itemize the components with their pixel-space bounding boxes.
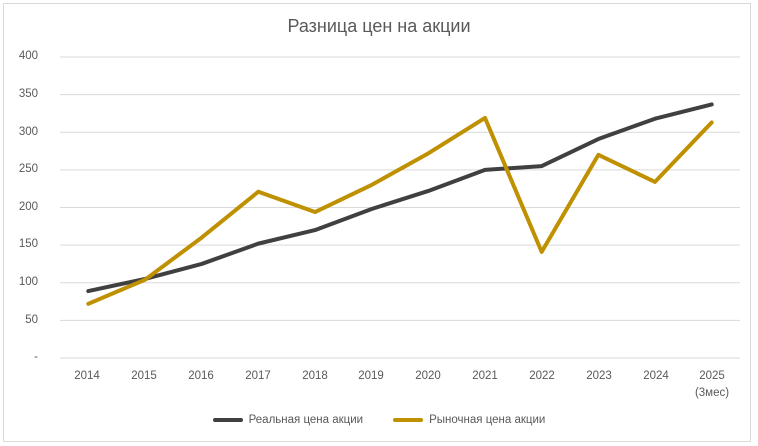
gridlines bbox=[60, 56, 740, 359]
x-tick-label: 2023 bbox=[586, 370, 612, 382]
line-market-price bbox=[86, 115, 714, 306]
y-tick-label: 200 bbox=[18, 201, 38, 213]
y-tick-label: 100 bbox=[18, 276, 38, 288]
x-tick-year: 2025 bbox=[699, 370, 725, 382]
y-tick-label: 350 bbox=[18, 88, 38, 100]
y-tick-label: 50 bbox=[25, 314, 38, 326]
legend-item-market-price[interactable]: Рыночная цена акции bbox=[393, 414, 545, 426]
x-tick-label: 2025 (3мес) bbox=[682, 368, 742, 402]
chart-title: Разница цен на акции bbox=[287, 16, 471, 36]
x-tick-label: 2022 bbox=[529, 370, 555, 382]
x-tick-label: 2021 bbox=[472, 370, 498, 382]
x-tick-label: 2017 bbox=[245, 370, 271, 382]
x-tick-sublabel: (3мес) bbox=[694, 387, 730, 399]
legend-label: Рыночная цена акции bbox=[429, 414, 546, 426]
x-tick-label: 2019 bbox=[358, 370, 384, 382]
x-tick-label: 2020 bbox=[415, 370, 441, 382]
legend-swatch-market-icon bbox=[393, 418, 424, 422]
legend-item-real-price[interactable]: Реальная цена акции bbox=[212, 414, 364, 426]
chart-legend: Реальная цена акции Рыночная цена акции bbox=[0, 414, 758, 426]
x-tick-label: 2018 bbox=[302, 370, 328, 382]
y-tick-label: 150 bbox=[18, 238, 38, 250]
x-tick-label: 2016 bbox=[188, 370, 214, 382]
y-tick-label: 250 bbox=[18, 163, 38, 175]
y-tick-label: 300 bbox=[18, 126, 38, 138]
y-tick-label: - bbox=[34, 351, 38, 363]
chart-area[interactable] bbox=[3, 3, 751, 442]
legend-swatch-real-icon bbox=[212, 418, 243, 422]
x-tick-label: 2014 bbox=[74, 370, 100, 382]
x-tick-label: 2024 bbox=[643, 370, 669, 382]
legend-label: Реальная цена акции bbox=[248, 414, 364, 426]
y-tick-label: 400 bbox=[18, 50, 38, 62]
line-real-price bbox=[86, 102, 714, 294]
x-tick-label: 2015 bbox=[131, 370, 157, 382]
